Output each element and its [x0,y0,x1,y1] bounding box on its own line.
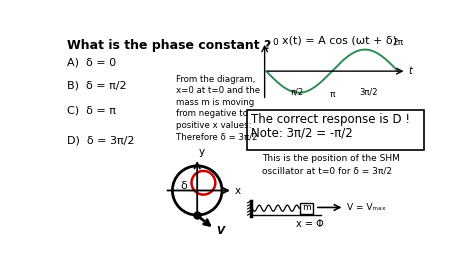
Text: A)  δ = 0: A) δ = 0 [67,57,116,67]
Text: V: V [216,225,224,236]
Text: t: t [408,66,412,76]
Text: Note: 3π/2 = -π/2: Note: 3π/2 = -π/2 [251,126,353,140]
Text: y: y [199,147,205,157]
Text: C)  δ = π: C) δ = π [67,106,116,116]
Text: This is the position of the SHM
oscillator at t=0 for δ = 3π/2: This is the position of the SHM oscillat… [262,154,400,175]
Text: x: x [235,186,240,196]
Text: 3π/2: 3π/2 [360,87,378,96]
Text: What is the phase constant ?: What is the phase constant ? [67,39,272,52]
Text: 2π: 2π [392,38,403,47]
Text: x = Φ: x = Φ [296,219,324,229]
Text: 0: 0 [273,38,278,47]
Bar [247,110,423,150]
Text: δ: δ [180,181,187,191]
Text: π: π [329,90,335,99]
Text: B)  δ = π/2: B) δ = π/2 [67,81,127,90]
Text: π/2: π/2 [290,87,303,96]
Bar [300,203,313,214]
Text: m: m [302,203,311,212]
Text: The correct response is D !: The correct response is D ! [251,113,410,126]
Text: From the diagram,
x=0 at t=0 and the
mass m is moving
from negative to
positive : From the diagram, x=0 at t=0 and the mas… [175,75,260,141]
Text: D)  δ = 3π/2: D) δ = 3π/2 [67,135,135,145]
Text: x(t) = A cos (ωt + δ): x(t) = A cos (ωt + δ) [282,36,397,46]
Text: V = Vₘₐₓ: V = Vₘₐₓ [347,203,385,212]
